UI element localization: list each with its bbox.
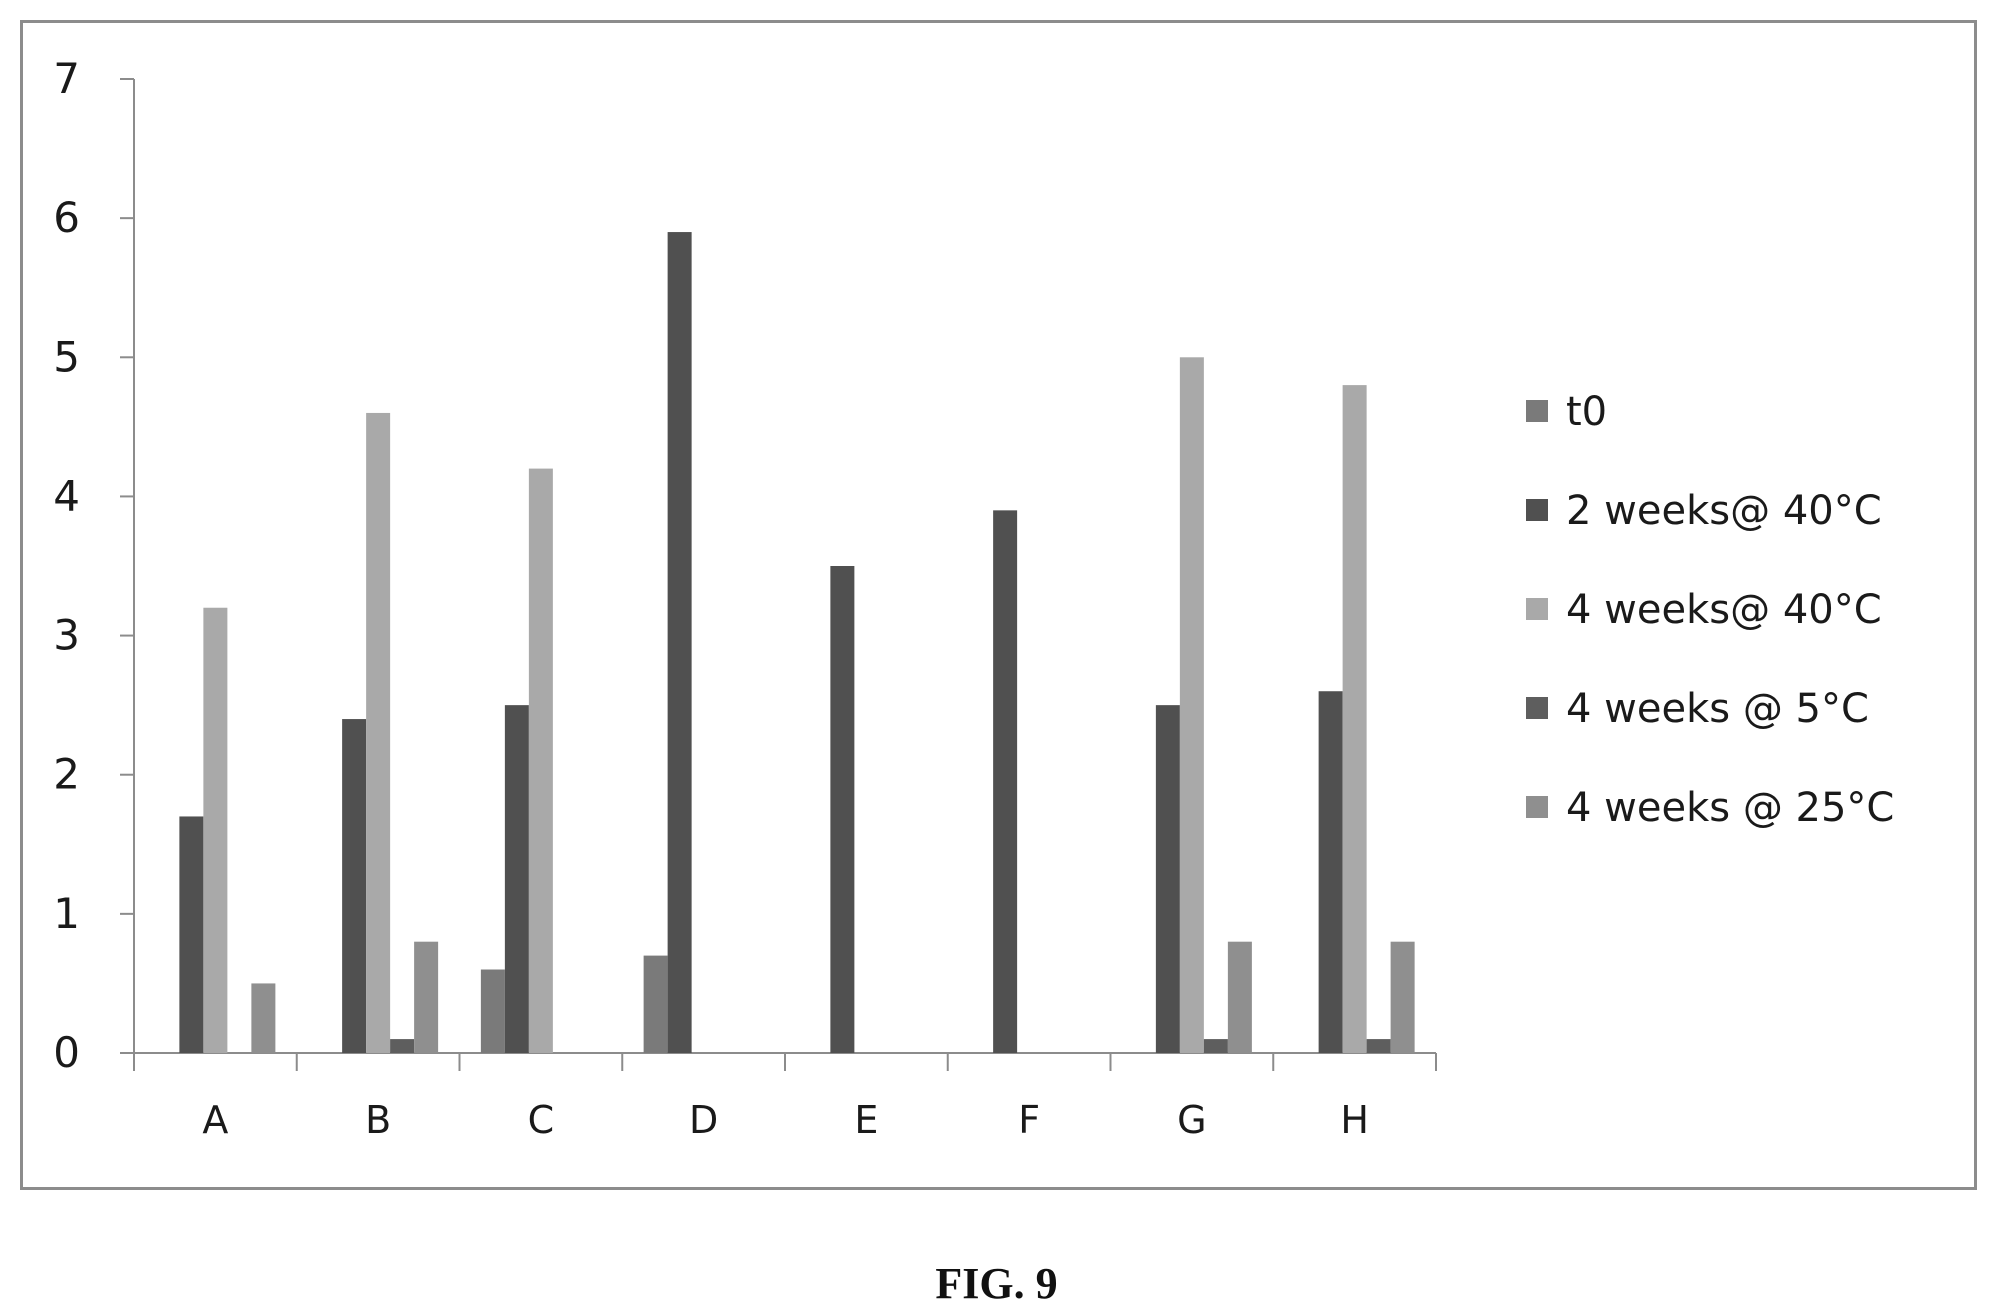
- x-category-label: D: [689, 1098, 718, 1142]
- bar: [1203, 1039, 1228, 1053]
- bar: [203, 607, 228, 1053]
- bar: [1179, 357, 1204, 1053]
- bar: [667, 232, 692, 1054]
- y-tick-label: 7: [53, 54, 80, 103]
- y-tick-label: 3: [53, 611, 80, 660]
- legend-label: t0: [1566, 389, 1607, 435]
- figure-caption: FIG. 9: [935, 1259, 1058, 1308]
- x-category-label: E: [854, 1098, 878, 1142]
- y-tick-label: 6: [53, 193, 80, 242]
- legend-label: 2 weeks@ 40°C: [1566, 488, 1882, 534]
- x-category-label: G: [1177, 1098, 1206, 1142]
- legend-label: 4 weeks @ 5°C: [1566, 686, 1869, 732]
- bar: [179, 816, 204, 1053]
- bar: [643, 955, 668, 1053]
- bar: [1155, 705, 1180, 1053]
- bar: [390, 1039, 415, 1053]
- y-tick-label: 0: [53, 1028, 80, 1077]
- bar: [993, 510, 1018, 1053]
- bar: [1390, 941, 1415, 1053]
- bar: [342, 719, 367, 1053]
- legend-swatch: [1526, 400, 1548, 422]
- x-category-label: A: [202, 1098, 228, 1142]
- x-category-label: H: [1340, 1098, 1369, 1142]
- bar: [1366, 1039, 1391, 1053]
- x-category-label: F: [1018, 1098, 1040, 1142]
- legend-swatch: [1526, 796, 1548, 818]
- bar: [480, 969, 505, 1053]
- legend-swatch: [1526, 697, 1548, 719]
- y-tick-label: 4: [53, 471, 80, 520]
- y-tick-label: 5: [53, 332, 80, 381]
- legend-swatch: [1526, 499, 1548, 521]
- bar: [251, 983, 276, 1053]
- x-category-label: C: [528, 1098, 555, 1142]
- y-tick-label: 1: [53, 889, 80, 938]
- bar: [504, 705, 529, 1053]
- bar: [366, 412, 391, 1053]
- bar: [1227, 941, 1252, 1053]
- bar: [830, 566, 855, 1053]
- legend-swatch: [1526, 598, 1548, 620]
- bar: [528, 468, 553, 1054]
- x-category-label: B: [365, 1098, 391, 1142]
- y-tick-label: 2: [53, 750, 80, 799]
- legend-label: 4 weeks@ 40°C: [1566, 587, 1882, 633]
- bar: [1318, 691, 1343, 1053]
- bar: [1342, 385, 1367, 1054]
- bar: [414, 941, 439, 1053]
- legend-label: 4 weeks @ 25°C: [1566, 785, 1894, 831]
